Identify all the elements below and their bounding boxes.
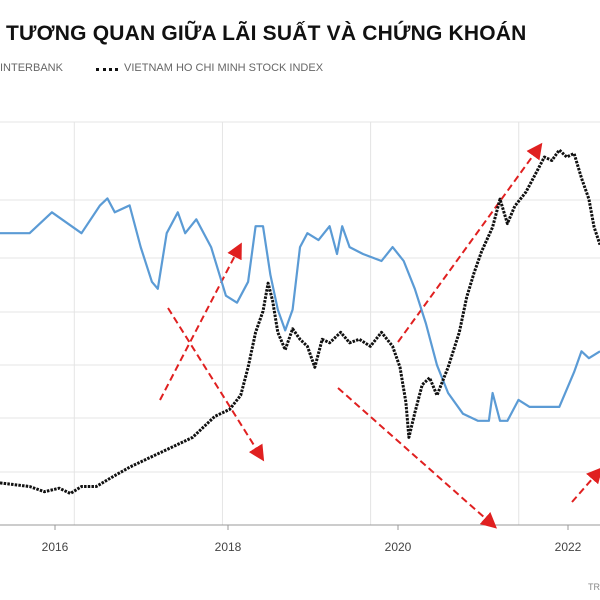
trend-arrow (397, 142, 543, 343)
x-tick-label: 2016 (42, 540, 69, 554)
legend-label-stock-index: VIETNAM HO CHI MINH STOCK INDEX (124, 62, 324, 74)
x-tick-label: 2018 (215, 540, 242, 554)
source-text: TR (588, 582, 600, 592)
x-tick-label: 2022 (555, 540, 582, 554)
trend-arrow (159, 242, 242, 401)
trend-arrow (337, 387, 497, 529)
legend-dotted-swatch (96, 68, 118, 71)
trend-arrows (159, 142, 600, 529)
trend-arrow (571, 466, 600, 503)
legend-item-interbank: INTERBANK (0, 62, 63, 75)
x-axis: 2016 2018 2020 2022 (42, 525, 582, 554)
legend: INTERBANK VIETNAM HO CHI MINH STOCK INDE… (0, 62, 600, 92)
series-line-stock-index (0, 148, 600, 495)
x-tick-label: 2020 (385, 540, 412, 554)
grid (0, 121, 600, 526)
trend-arrow (167, 307, 265, 462)
chart-title: TƯƠNG QUAN GIỮA LÃI SUẤT VÀ CHỨNG KHOÁN (6, 22, 527, 45)
legend-label-interbank: INTERBANK (0, 62, 63, 74)
series-line-interbank (0, 197, 600, 422)
legend-item-stock-index: VIETNAM HO CHI MINH STOCK INDEX (96, 62, 323, 75)
series-layer (0, 148, 600, 495)
